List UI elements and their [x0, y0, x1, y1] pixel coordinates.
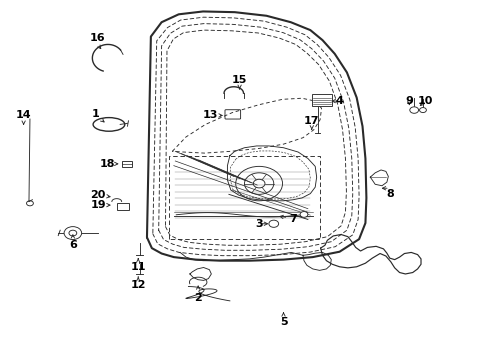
Bar — [122, 161, 132, 167]
Text: 12: 12 — [130, 280, 145, 290]
Text: 10: 10 — [416, 96, 432, 106]
Text: 1: 1 — [92, 109, 100, 119]
Circle shape — [409, 107, 418, 113]
Text: 19: 19 — [90, 200, 106, 210]
Ellipse shape — [93, 118, 124, 131]
Circle shape — [64, 226, 81, 239]
Text: 9: 9 — [405, 96, 412, 106]
Text: 18: 18 — [99, 159, 115, 169]
Circle shape — [300, 212, 307, 217]
Text: 11: 11 — [130, 262, 145, 272]
Bar — [117, 203, 129, 211]
Bar — [311, 94, 331, 106]
Text: 17: 17 — [304, 116, 319, 126]
Text: 15: 15 — [231, 75, 247, 85]
Text: 2: 2 — [194, 293, 202, 303]
Text: 13: 13 — [202, 111, 218, 121]
Circle shape — [419, 108, 426, 113]
Circle shape — [268, 220, 278, 227]
Text: 6: 6 — [69, 239, 77, 249]
Text: 4: 4 — [335, 96, 343, 106]
Text: 5: 5 — [279, 317, 287, 327]
Text: 16: 16 — [89, 33, 105, 43]
Text: 3: 3 — [255, 219, 263, 229]
Text: 14: 14 — [16, 111, 31, 121]
Text: 20: 20 — [90, 190, 106, 200]
Text: 8: 8 — [385, 189, 393, 199]
Text: 7: 7 — [289, 215, 297, 224]
